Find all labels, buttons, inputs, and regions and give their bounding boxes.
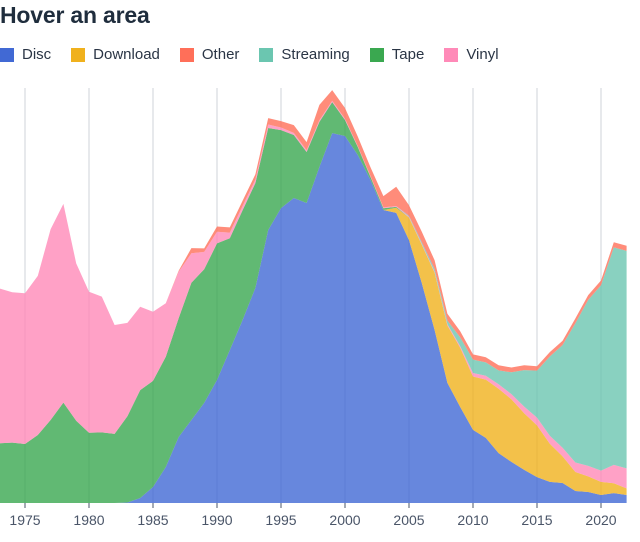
- legend-swatch: [259, 47, 274, 62]
- x-tick-label: 2020: [585, 512, 616, 528]
- x-tick-label: 2010: [457, 512, 488, 528]
- x-tick-label: 2015: [521, 512, 552, 528]
- x-tick-label: 1995: [265, 512, 296, 528]
- legend: Disc Download Other Streaming Tape Vinyl: [0, 46, 519, 63]
- legend-swatch: [179, 47, 194, 62]
- legend-swatch: [0, 47, 14, 62]
- legend-label: Other: [201, 46, 240, 63]
- legend-item-other[interactable]: Other: [179, 46, 240, 63]
- legend-swatch: [71, 47, 86, 62]
- area-disc[interactable]: [0, 133, 627, 503]
- legend-swatch: [369, 47, 384, 62]
- legend-item-streaming[interactable]: Streaming: [259, 46, 350, 63]
- x-tick-label: 1985: [137, 512, 168, 528]
- legend-label: Vinyl: [466, 46, 499, 63]
- legend-label: Streaming: [281, 46, 350, 63]
- areas[interactable]: [0, 90, 627, 503]
- area-streaming[interactable]: [0, 100, 627, 471]
- x-tick-label: 1980: [73, 512, 104, 528]
- area-vinyl[interactable]: [0, 100, 627, 489]
- area-download[interactable]: [0, 133, 627, 503]
- x-tick-label: 2000: [329, 512, 360, 528]
- x-tick-label: 1990: [201, 512, 232, 528]
- chart-title: Hover an area: [0, 2, 150, 28]
- legend-swatch: [444, 47, 459, 62]
- legend-item-tape[interactable]: Tape: [369, 46, 425, 63]
- legend-item-disc[interactable]: Disc: [0, 46, 51, 63]
- x-tick-label: 1975: [9, 512, 40, 528]
- legend-label: Disc: [22, 46, 52, 63]
- x-axis: 1975 1980 1985 1990 1995 2000 2005 2010 2015 2020: [9, 503, 617, 528]
- area-tape[interactable]: [0, 102, 627, 503]
- x-tick-label: 2005: [393, 512, 424, 528]
- legend-label: Download: [93, 46, 160, 63]
- legend-label: Tape: [391, 46, 425, 63]
- legend-item-download[interactable]: Download: [71, 46, 160, 63]
- legend-item-vinyl[interactable]: Vinyl: [444, 46, 499, 63]
